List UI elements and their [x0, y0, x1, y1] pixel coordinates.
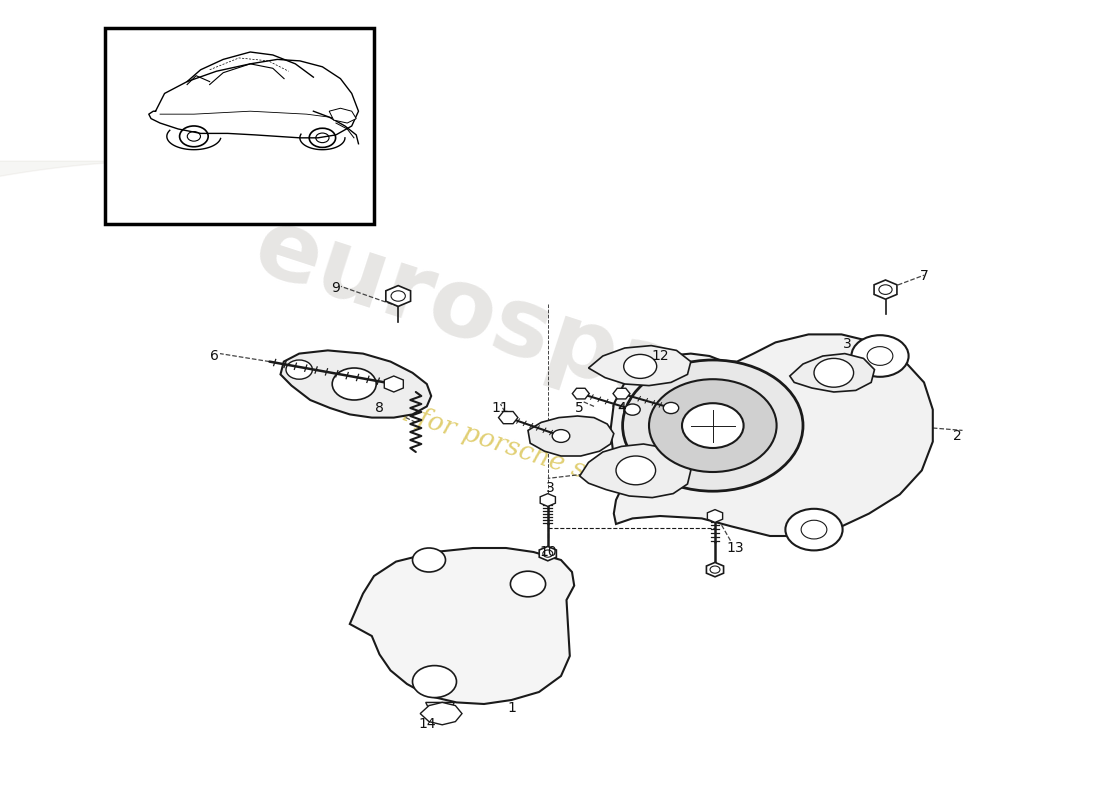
- Polygon shape: [329, 108, 356, 123]
- Circle shape: [616, 456, 656, 485]
- Polygon shape: [707, 510, 723, 522]
- Text: 10: 10: [539, 545, 557, 559]
- Text: 6: 6: [210, 349, 219, 363]
- Text: 9: 9: [331, 281, 340, 295]
- Text: 13: 13: [726, 541, 744, 555]
- Polygon shape: [420, 702, 462, 725]
- Text: 3: 3: [843, 337, 851, 351]
- Polygon shape: [386, 286, 410, 306]
- Text: 1: 1: [507, 701, 516, 715]
- Circle shape: [412, 548, 446, 572]
- Text: a passion for porsche since 1985: a passion for porsche since 1985: [288, 364, 713, 524]
- Polygon shape: [280, 350, 431, 418]
- Text: 12: 12: [651, 349, 669, 363]
- Text: 4: 4: [617, 401, 626, 415]
- Circle shape: [814, 358, 854, 387]
- Polygon shape: [588, 346, 691, 386]
- Text: 2: 2: [953, 429, 961, 443]
- Polygon shape: [539, 546, 557, 561]
- Text: 3: 3: [546, 481, 554, 495]
- Circle shape: [851, 335, 909, 377]
- Circle shape: [286, 360, 312, 379]
- Polygon shape: [528, 416, 614, 456]
- Circle shape: [552, 430, 570, 442]
- Polygon shape: [572, 388, 590, 399]
- Polygon shape: [610, 334, 933, 536]
- Circle shape: [649, 379, 777, 472]
- Text: 5: 5: [575, 401, 584, 415]
- Polygon shape: [540, 494, 556, 506]
- Text: 7: 7: [920, 269, 928, 283]
- Text: 11: 11: [492, 401, 509, 415]
- Polygon shape: [384, 376, 404, 392]
- Polygon shape: [874, 280, 896, 299]
- Circle shape: [510, 571, 546, 597]
- Polygon shape: [706, 562, 724, 577]
- Circle shape: [663, 402, 679, 414]
- Circle shape: [623, 360, 803, 491]
- Polygon shape: [498, 411, 518, 424]
- Circle shape: [785, 509, 843, 550]
- Polygon shape: [350, 548, 574, 704]
- Circle shape: [332, 368, 376, 400]
- Text: eurospares: eurospares: [243, 201, 857, 479]
- Polygon shape: [426, 702, 454, 720]
- Circle shape: [624, 354, 657, 378]
- Polygon shape: [580, 444, 691, 498]
- Text: 14: 14: [418, 717, 436, 731]
- Polygon shape: [613, 388, 630, 399]
- Bar: [104, 28, 374, 224]
- Circle shape: [625, 404, 640, 415]
- Circle shape: [682, 403, 744, 448]
- Circle shape: [412, 666, 456, 698]
- Polygon shape: [790, 354, 874, 392]
- Text: 8: 8: [375, 401, 384, 415]
